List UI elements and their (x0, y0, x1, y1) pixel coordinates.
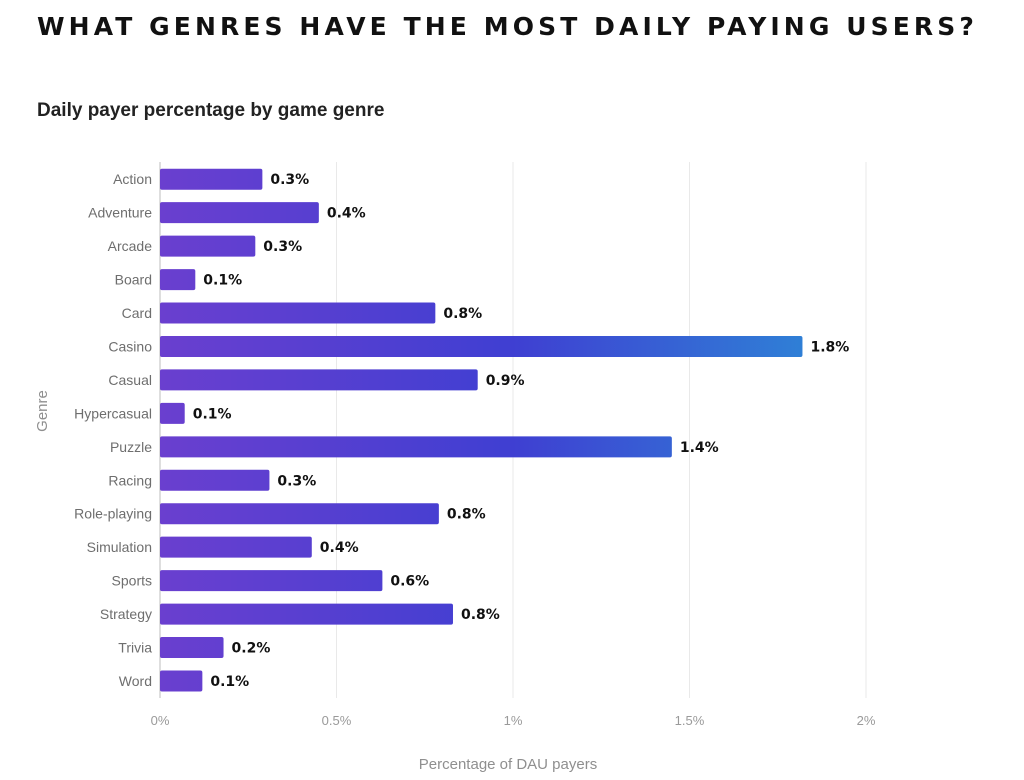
category-labels: Action Adventure Arcade Board Card Casino Casu… (74, 171, 152, 689)
category-label: Strategy (100, 606, 152, 622)
category-label: Racing (108, 472, 152, 488)
category-label: Trivia (118, 640, 152, 656)
bar (160, 603, 453, 625)
bar (160, 168, 263, 190)
bar (160, 503, 439, 525)
value-labels: 0.3% 0.4% 0.3% 0.1% 0.8% 1.8% 0.9% 0.1% 1.4% 0.3%… (193, 172, 850, 690)
bars (160, 168, 803, 692)
category-label: Adventure (88, 205, 152, 221)
data-label: 1.8% (810, 339, 849, 355)
data-label: 0.8% (447, 507, 486, 523)
category-label: Board (115, 272, 152, 288)
category-label: Word (119, 673, 152, 689)
bar (160, 570, 383, 592)
category-label: Sports (112, 573, 152, 589)
data-label: 0.1% (193, 406, 232, 422)
bar (160, 269, 196, 291)
category-label: Action (113, 171, 152, 187)
bar (160, 335, 803, 357)
data-label: 0.1% (203, 273, 242, 289)
data-label: 0.1% (210, 674, 249, 690)
category-label: Casino (108, 338, 152, 354)
category-label: Role-playing (74, 506, 152, 522)
x-tick-label: 1.5% (675, 713, 705, 728)
y-axis-title: Genre (34, 390, 51, 432)
x-tick-label: 0% (151, 713, 170, 728)
headline: WHAT GENRES HAVE THE MOST DAILY PAYING U… (37, 12, 978, 41)
category-label: Simulation (87, 539, 152, 555)
x-tick-label: 1% (504, 713, 523, 728)
x-axis-ticks: 0% 0.5% 1% 1.5% 2% (151, 713, 876, 728)
category-label: Hypercasual (74, 405, 152, 421)
data-label: 0.6% (390, 574, 429, 590)
bar (160, 369, 478, 391)
data-label: 0.2% (232, 641, 271, 657)
data-label: 0.8% (461, 607, 500, 623)
bar (160, 302, 436, 324)
data-label: 0.8% (443, 306, 482, 322)
bar (160, 402, 185, 424)
data-label: 1.4% (680, 440, 719, 456)
data-label: 0.3% (263, 239, 302, 255)
data-label: 0.3% (277, 473, 316, 489)
data-label: 0.9% (486, 373, 525, 389)
category-label: Puzzle (110, 439, 152, 455)
bar (160, 202, 319, 224)
bar (160, 637, 224, 659)
category-label: Card (122, 305, 152, 321)
bar (160, 436, 672, 458)
x-tick-label: 2% (857, 713, 876, 728)
data-label: 0.3% (270, 172, 309, 188)
category-label: Arcade (108, 238, 153, 254)
bar (160, 670, 203, 692)
data-label: 0.4% (327, 206, 366, 222)
category-label: Casual (108, 372, 152, 388)
x-axis-title: Percentage of DAU payers (419, 756, 597, 773)
bar (160, 536, 312, 558)
data-label: 0.4% (320, 540, 359, 556)
chart-title: Daily payer percentage by game genre (37, 100, 385, 121)
bar (160, 235, 256, 257)
bar (160, 469, 270, 491)
x-tick-label: 0.5% (322, 713, 352, 728)
